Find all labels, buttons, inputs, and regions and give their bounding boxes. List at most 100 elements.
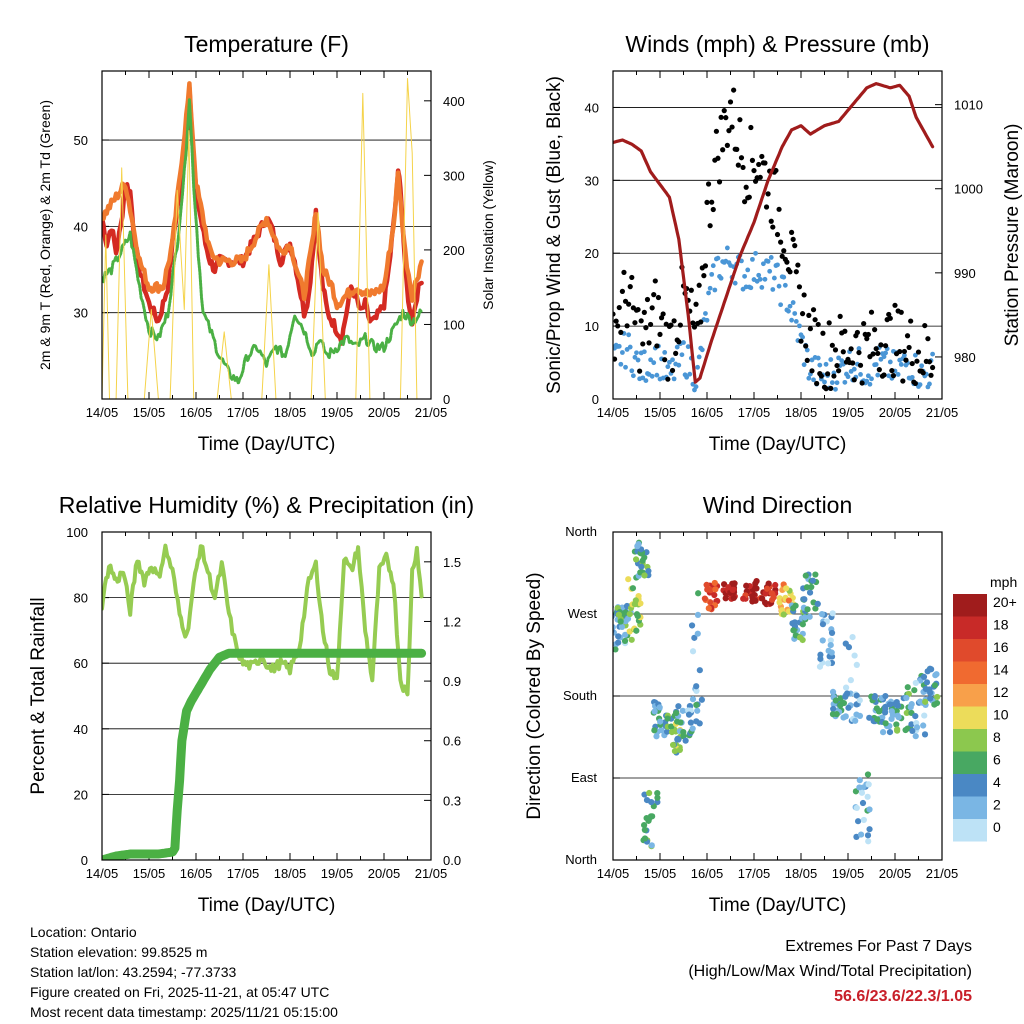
wind-direction-point [817,651,824,658]
winds-gust-point [829,342,835,348]
winds-ytick-label: 0 [592,392,599,407]
winds-wind-point [759,284,765,290]
winds-gust-point [909,360,915,367]
winds-gust-point [908,318,914,324]
wind-direction-point [632,556,640,563]
wind-direction-point [668,723,675,730]
winds-wind-point [626,332,632,338]
temperature-plot-area [102,78,424,399]
colorbar-label: 4 [993,774,1001,790]
winds-gust-point [688,287,694,293]
winds-gust-point [854,329,861,336]
wind-direction-point [668,729,676,736]
wind-direction-point [730,594,737,602]
wind-direction-point [613,624,616,631]
wind-direction-point [829,688,837,695]
wind-direction-point [825,660,832,667]
winds-gust-point [878,342,884,348]
wind-direction-point [864,793,871,800]
winds-gust-point [914,358,920,364]
colorbar-swatch [953,616,987,639]
location-text: Location: Ontario [30,924,137,940]
winds-wind-point [635,357,641,363]
wind-direction-xtick-label: 14/05 [597,866,630,881]
winds-gust-point [892,302,898,308]
winds-wind-point [757,276,763,282]
winds-wind-point [745,267,751,273]
wind-direction-point [647,813,655,820]
winds-gust-point [850,360,856,366]
wind-direction-ylabel: Direction (Colored By Speed) [524,572,545,819]
winds-gust-point [900,378,906,384]
created-text: Figure created on Fri, 2025-11-21, at 05… [30,984,330,1000]
winds-wind-point [902,352,907,358]
winds-ytick-label: 30 [585,173,599,188]
winds-wind-point [834,380,840,386]
temperature-xtick-label: 15/05 [133,405,166,420]
winds-wind-point [724,245,730,251]
winds-wind-point [828,357,834,362]
wind-direction-point [913,724,921,731]
wind-direction-point [656,704,663,711]
winds-wind-point [654,372,660,378]
wind-direction-point [776,599,783,606]
wind-direction-point [712,586,719,593]
winds-wind-point [775,262,780,268]
winds-wind-point [930,351,935,357]
winds-wind-point [869,376,874,382]
winds-gust-point [742,199,748,205]
winds-gust-point [901,348,908,355]
winds-wind-point [917,382,923,388]
winds-wind-point [851,366,857,372]
winds-gust-point [654,343,660,349]
wind-direction-point [804,606,811,613]
winds-gust-point [677,322,683,328]
wind-direction-point [844,690,851,697]
wind-direction-point [622,631,629,638]
wind-direction-point [772,581,779,589]
winds-gust-point [818,373,824,379]
wind-direction-point [722,595,729,602]
winds-wind-point [867,381,873,387]
wind-direction-frame [612,531,943,861]
wind-direction-xtick-label: 16/05 [691,866,724,881]
wind-direction-point [645,817,652,824]
winds-gust-point [865,331,871,338]
wind-direction-point [908,721,915,728]
winds-xlabel: Time (Day/UTC) [709,434,847,455]
winds-wind-point [649,373,655,379]
winds-gust-point [702,263,709,269]
wind-direction-point [651,708,658,715]
winds-gust-point [737,117,743,123]
winds-gust-point [920,370,926,376]
temperature-y2tick-label: 0 [443,392,450,407]
winds-wind-point [710,263,716,269]
winds-gust-point [709,199,715,205]
wind-direction-point [628,636,635,643]
winds-gust-point [652,278,658,284]
winds-xtick-label: 21/05 [926,405,959,420]
wind-direction-point [889,711,896,719]
humidity-xtick-label: 20/05 [368,866,401,881]
winds-gust-point [763,204,770,210]
wind-direction-point [931,701,938,708]
wind-direction-point [613,646,619,653]
wind-direction-point [689,696,697,703]
winds-gust-point [619,288,626,294]
winds-wind-point [793,318,799,324]
winds-wind-point [629,368,635,374]
winds-gust-point [713,128,720,134]
extremes-value: 56.6/23.6/22.3/1.05 [834,988,972,1005]
station-info: Location: Ontario Station elevation: 99.… [30,922,338,1022]
wind-direction-point [637,600,644,607]
winds-gust-point [735,162,741,168]
winds-gust-point [723,115,729,121]
wind-direction-point [864,771,872,778]
wind-direction-title: Wind Direction [703,492,853,518]
wind-direction-point [879,729,887,736]
wind-direction-point [696,667,703,674]
humidity-ytick-label: 20 [74,787,88,802]
winds-gust-point [798,338,804,344]
wind-direction-point [893,721,900,728]
winds-gust-point [638,318,644,324]
